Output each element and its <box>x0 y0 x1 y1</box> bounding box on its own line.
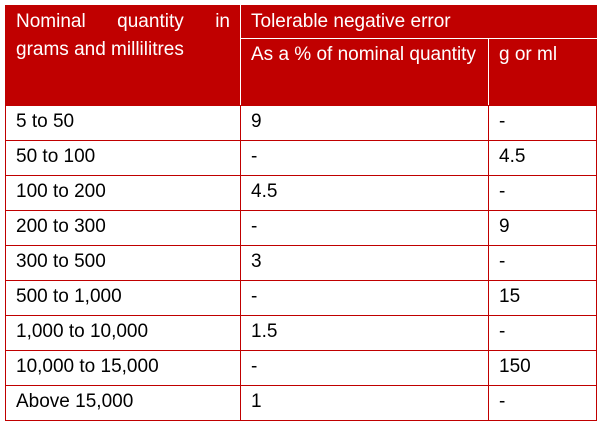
table-cell: - <box>240 350 489 386</box>
table-cell: 10,000 to 15,000 <box>5 350 241 386</box>
table-cell: 9 <box>240 105 489 141</box>
table-cell: - <box>488 315 597 351</box>
table-cell: 200 to 300 <box>5 210 241 246</box>
header-cell: As a % of nominal quantity <box>240 38 489 106</box>
table-cell: 1,000 to 10,000 <box>5 315 241 351</box>
table-cell: 15 <box>488 280 597 316</box>
table-row: 200 to 300-9 <box>5 210 597 246</box>
table-cell: - <box>488 175 597 211</box>
table-row: Above 15,000 1- <box>5 385 597 421</box>
table-cell: 4.5 <box>488 140 597 176</box>
table-row: 5 to 50 9- <box>5 105 597 141</box>
table-row: 10,000 to 15,000-150 <box>5 350 597 386</box>
table-cell: 1 <box>240 385 489 421</box>
table-cell: 50 to 100 <box>5 140 241 176</box>
table-row: 100 to 200 4.5- <box>5 175 597 211</box>
table-cell: 150 <box>488 350 597 386</box>
table-cell: 3 <box>240 245 489 281</box>
table-cell: 300 to 500 <box>5 245 241 281</box>
table-cell: - <box>240 140 489 176</box>
table-row: 1,000 to 10,000 1.5- <box>5 315 597 351</box>
table-cell: - <box>240 210 489 246</box>
table-cell: - <box>488 245 597 281</box>
table-cell: - <box>488 105 597 141</box>
table-row: 500 to 1,000-15 <box>5 280 597 316</box>
table-body: 5 to 50 9-50 to 100-4.5 100 to 200 4.5-200 … <box>5 105 597 421</box>
table-row: 50 to 100-4.5 <box>5 140 597 176</box>
header-cell: Nominal quantity in grams and millilitre… <box>5 5 241 106</box>
header-cell: g or ml <box>488 38 597 106</box>
table-cell: 100 to 200 <box>5 175 241 211</box>
table-cell: - <box>240 280 489 316</box>
table-cell: 1.5 <box>240 315 489 351</box>
table-cell: - <box>488 385 597 421</box>
table-cell: 9 <box>488 210 597 246</box>
tolerance-table: Nominal quantity in grams and millilitre… <box>5 5 597 421</box>
table-cell: Above 15,000 <box>5 385 241 421</box>
table-row: 300 to 500 3- <box>5 245 597 281</box>
header-cell: Tolerable negative error <box>240 5 597 39</box>
table-cell: 500 to 1,000 <box>5 280 241 316</box>
table-cell: 4.5 <box>240 175 489 211</box>
table-cell: 5 to 50 <box>5 105 241 141</box>
